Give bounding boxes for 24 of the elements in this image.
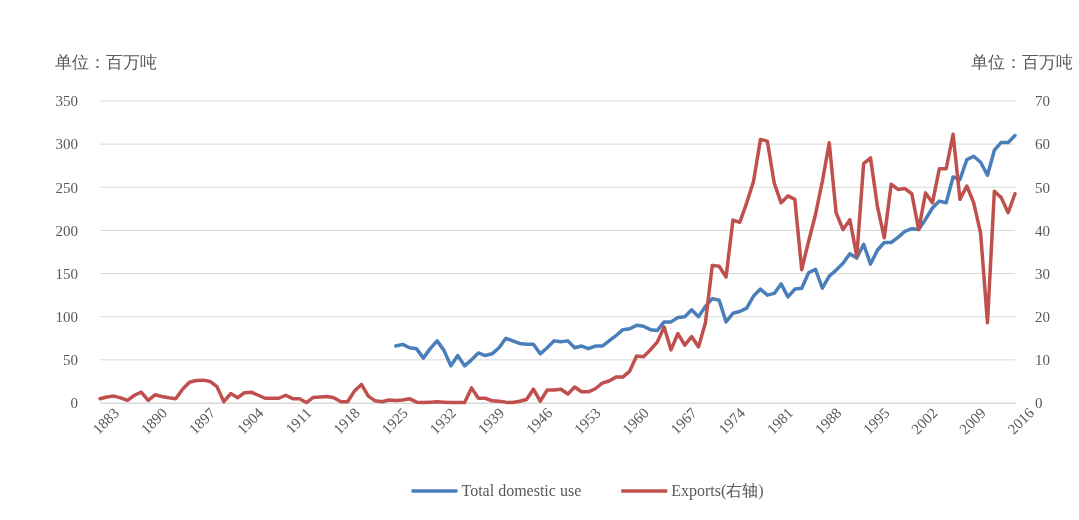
legend-label: Exports(右轴) [671, 482, 764, 500]
line-series [98, 132, 1017, 405]
x-tick-label: 1911 [282, 404, 315, 437]
y-tick-label: 150 [55, 265, 78, 282]
y2-tick-label: 30 [1035, 265, 1050, 282]
y-axis-title: 单位：百万吨 [55, 52, 157, 72]
y2-tick-label: 10 [1035, 352, 1050, 369]
y2-axis-title: 单位：百万吨 [971, 52, 1073, 72]
y-tick-label: 0 [70, 395, 78, 412]
y-tick-label: 200 [55, 222, 78, 239]
y2-tick-label: 60 [1035, 136, 1050, 153]
y-tick-label: 350 [55, 93, 78, 110]
x-tick-label: 1981 [763, 404, 797, 438]
y-tick-label: 100 [55, 309, 78, 326]
line-series [394, 133, 1017, 368]
y2-tick-label: 50 [1035, 179, 1050, 196]
y2-tick-label: 40 [1035, 222, 1050, 239]
y-tick-label: 250 [55, 179, 78, 196]
legend-label: Total domestic use [461, 482, 582, 499]
y-tick-label: 50 [63, 352, 78, 369]
y2-tick-label: 70 [1035, 93, 1050, 110]
y2-tick-label: 20 [1035, 309, 1050, 326]
y-tick-label: 300 [55, 136, 78, 153]
y2-tick-label: 0 [1035, 395, 1043, 412]
